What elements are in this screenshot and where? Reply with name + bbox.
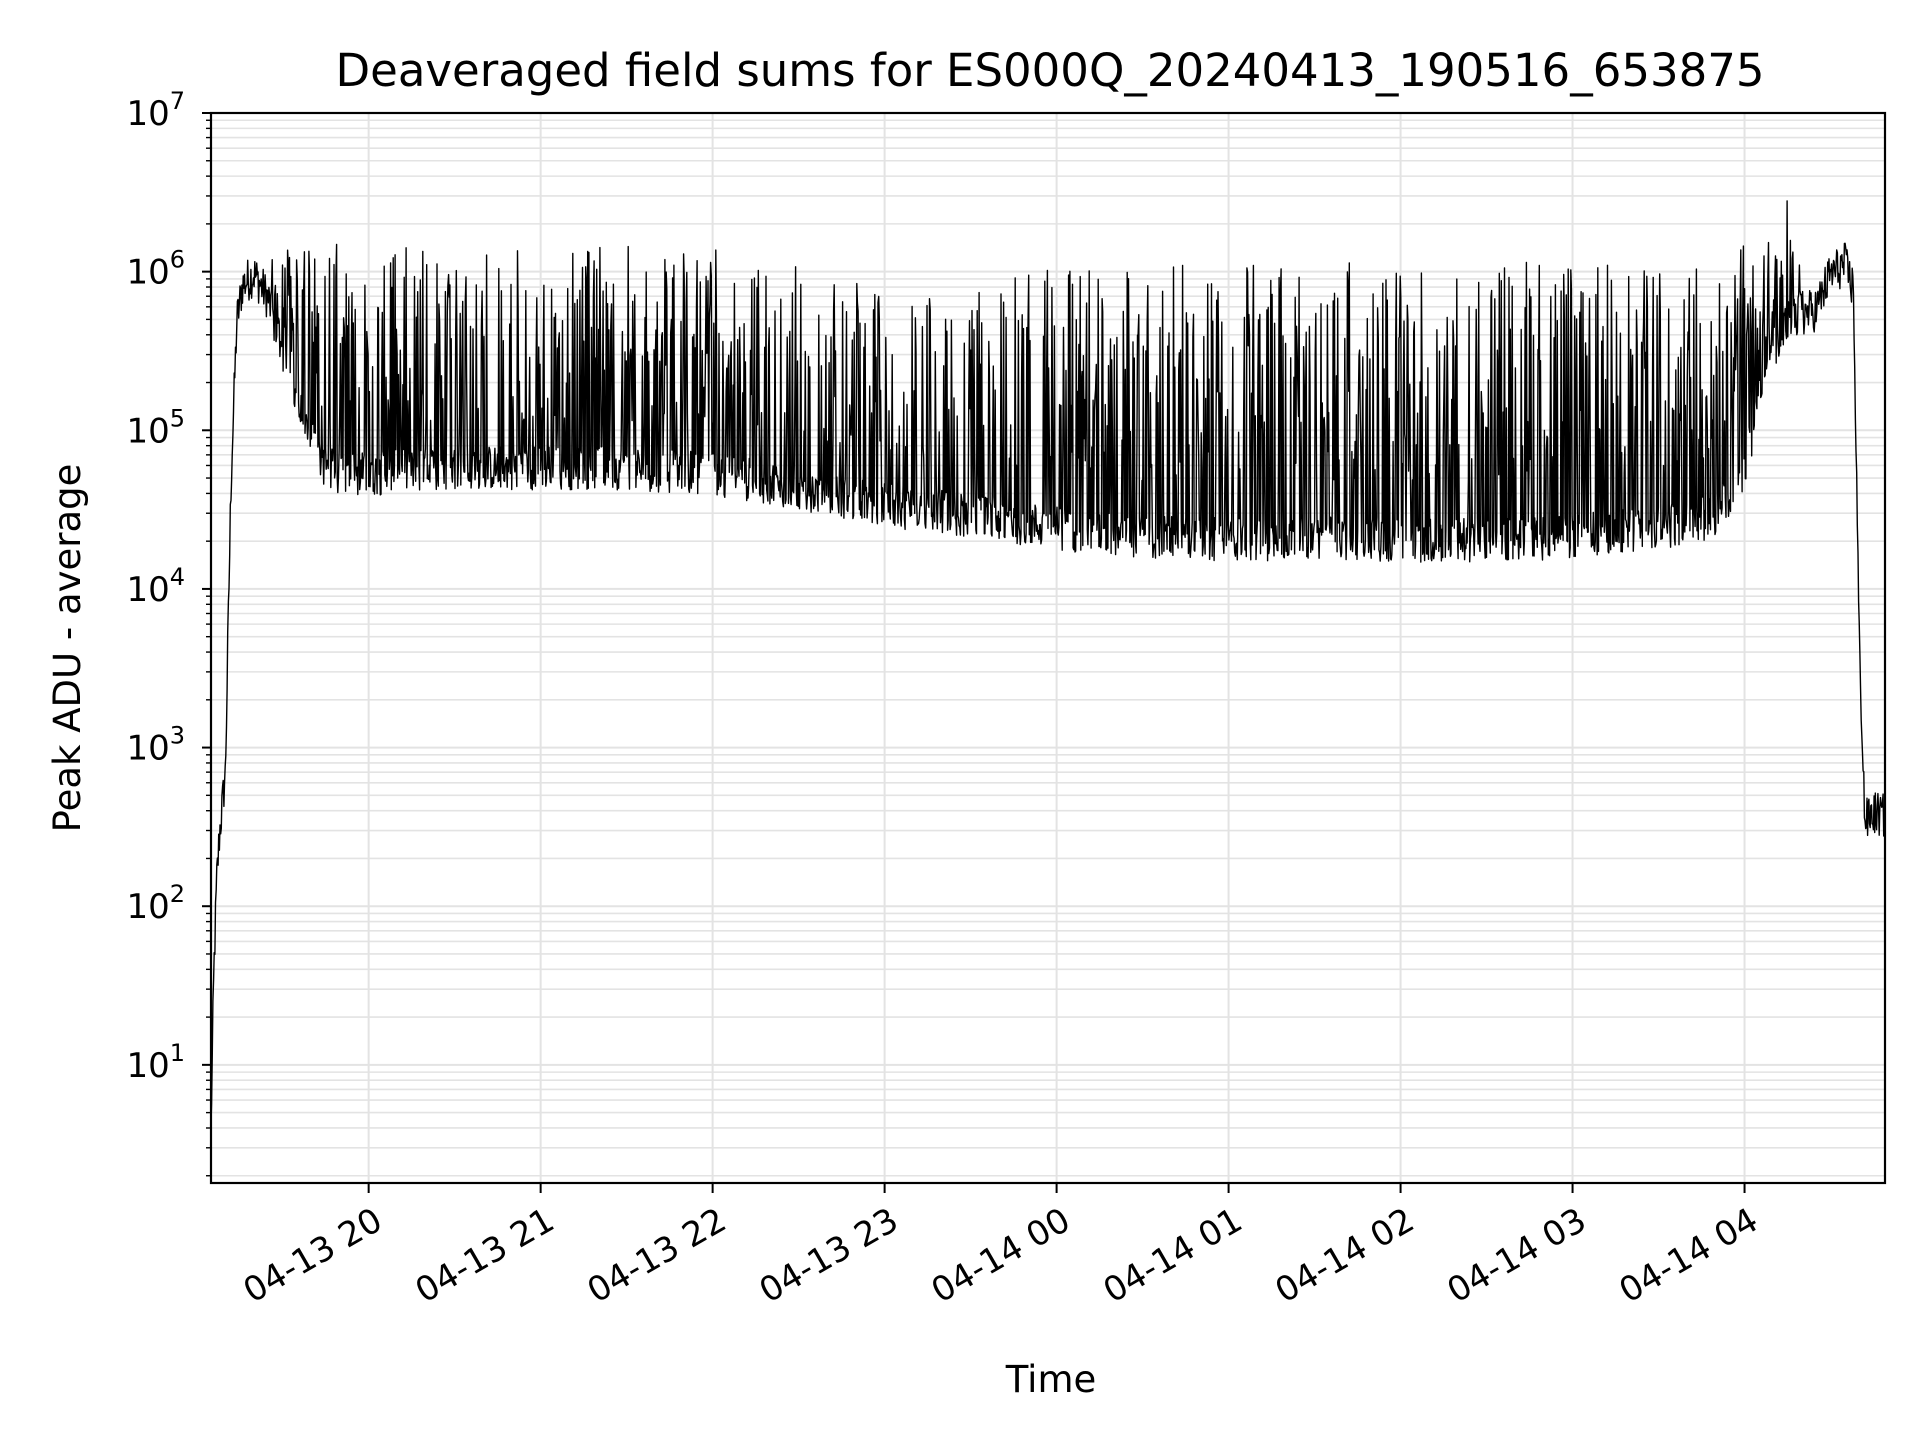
- series-line: [210, 200, 1886, 1124]
- y-tick-label: 106: [126, 246, 185, 293]
- plot-area: [210, 200, 1886, 1124]
- y-tick-label: 103: [126, 722, 185, 769]
- y-tick-label: 101: [126, 1039, 185, 1086]
- y-tick-label: 107: [126, 87, 185, 134]
- y-tick-label: 105: [126, 404, 185, 451]
- chart-title: Deaveraged field sums for ES000Q_2024041…: [336, 44, 1765, 97]
- y-tick-label: 104: [126, 563, 185, 610]
- y-axis-label: Peak ADU - average: [46, 464, 89, 833]
- y-tick-label: 102: [126, 880, 185, 927]
- axes-frame: [209, 111, 1887, 1185]
- x-axis-label: Time: [1005, 1358, 1097, 1401]
